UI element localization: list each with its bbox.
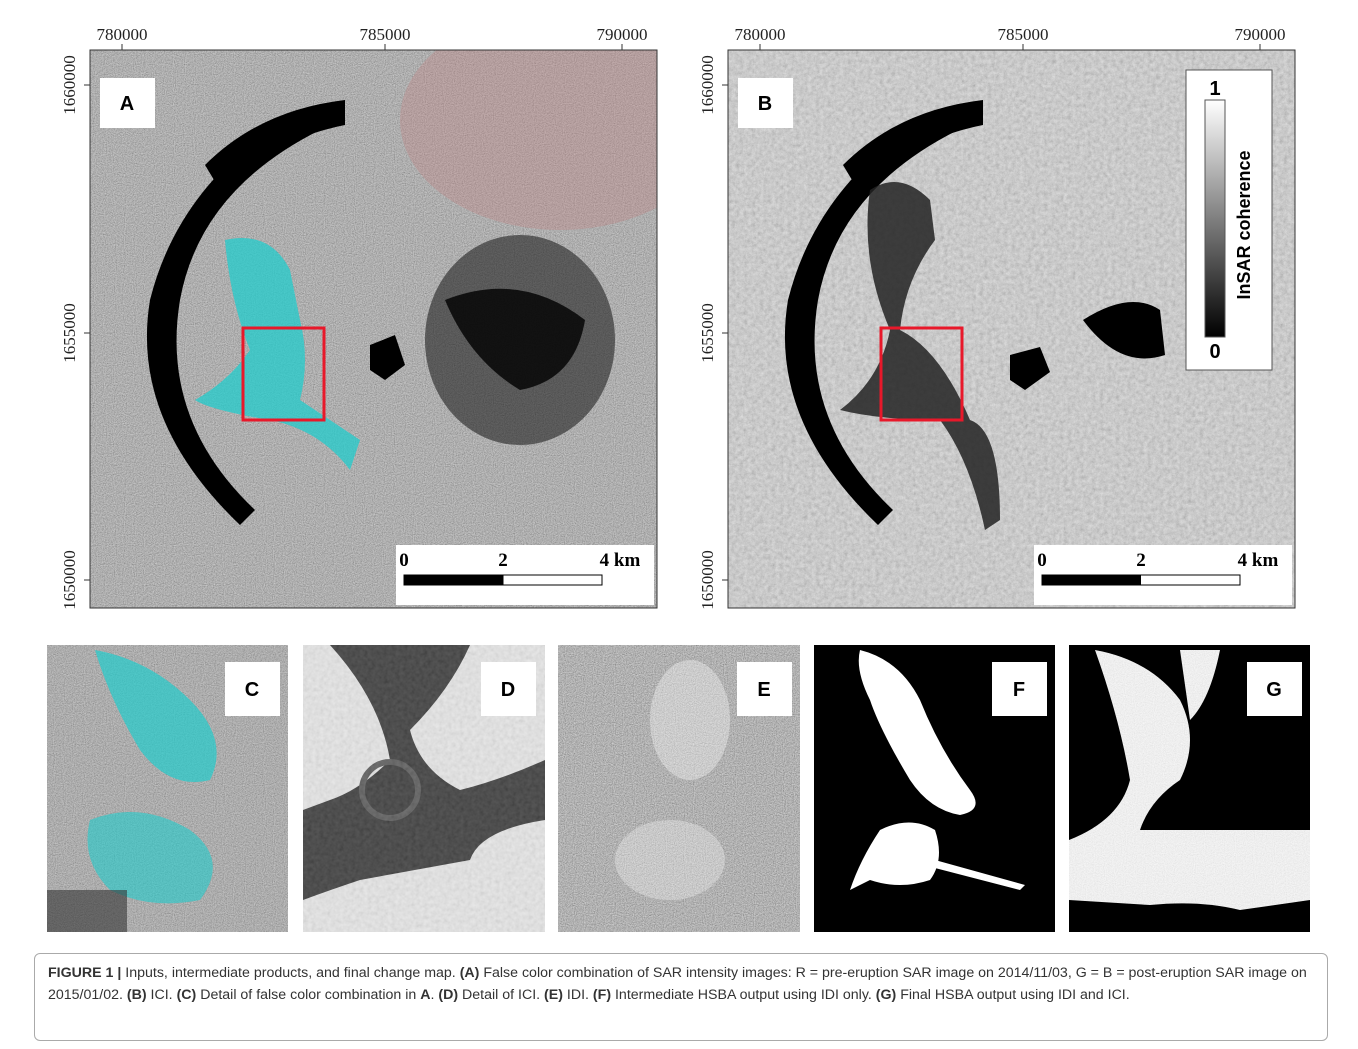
- caption-run: ICI.: [147, 987, 177, 1003]
- panel-label: F: [1013, 679, 1025, 701]
- caption-run: Detail of false color combination in: [196, 987, 420, 1003]
- x-tick-label: 785000: [998, 25, 1049, 44]
- y-tick-label: 1650000: [698, 550, 717, 610]
- caption: FIGURE 1 | Inputs, intermediate products…: [34, 953, 1328, 1041]
- colorbar-max: 1: [1209, 78, 1220, 100]
- caption-run: (A): [460, 965, 480, 981]
- panel-label: G: [1266, 679, 1282, 701]
- caption-run: (C): [177, 987, 197, 1003]
- colorbar: [1186, 70, 1272, 370]
- page: 780000 785000 790000 1660000 1655000 165…: [0, 0, 1358, 1049]
- panel-label: E: [757, 679, 770, 701]
- panel-label: C: [245, 679, 259, 701]
- caption-run: A: [420, 987, 430, 1003]
- y-tick-label: 1660000: [698, 55, 717, 115]
- x-tick-label: 785000: [360, 25, 411, 44]
- scale-label: 4 km: [600, 550, 641, 571]
- scale-label: 2: [498, 550, 508, 571]
- panel-label: B: [758, 93, 772, 115]
- x-tick-label: 790000: [1235, 25, 1286, 44]
- panel-label: A: [120, 93, 134, 115]
- panel-label: D: [501, 679, 515, 701]
- colorbar-title: InSAR coherence: [1234, 150, 1254, 299]
- x-tick-label: 790000: [597, 25, 648, 44]
- caption-run: (D): [438, 987, 458, 1003]
- caption-run: (F): [593, 987, 611, 1003]
- y-tick-label: 1655000: [60, 303, 79, 363]
- x-tick-label: 780000: [97, 25, 148, 44]
- scale-label: 4 km: [1238, 550, 1279, 571]
- caption-run: (G): [876, 987, 897, 1003]
- caption-run: Intermediate HSBA output using IDI only.: [611, 987, 876, 1003]
- colorbar-min: 0: [1209, 341, 1220, 363]
- scale-label: 0: [1037, 550, 1047, 571]
- y-tick-label: 1655000: [698, 303, 717, 363]
- y-tick-label: 1660000: [60, 55, 79, 115]
- panel-a-image: [90, 10, 720, 608]
- caption-run: Inputs, intermediate products, and final…: [121, 965, 459, 981]
- figure: 780000 785000 790000 1660000 1655000 165…: [0, 0, 1358, 950]
- caption-run: Detail of ICI.: [458, 987, 544, 1003]
- y-tick-label: 1650000: [60, 550, 79, 610]
- scale-label: 0: [399, 550, 409, 571]
- caption-run: (E): [544, 987, 563, 1003]
- caption-run: Final HSBA output using IDI and ICI.: [896, 987, 1129, 1003]
- caption-run: IDI.: [563, 987, 593, 1003]
- x-tick-label: 780000: [735, 25, 786, 44]
- caption-run: (B): [127, 987, 147, 1003]
- scale-label: 2: [1136, 550, 1146, 571]
- caption-run: FIGURE 1 |: [48, 965, 121, 981]
